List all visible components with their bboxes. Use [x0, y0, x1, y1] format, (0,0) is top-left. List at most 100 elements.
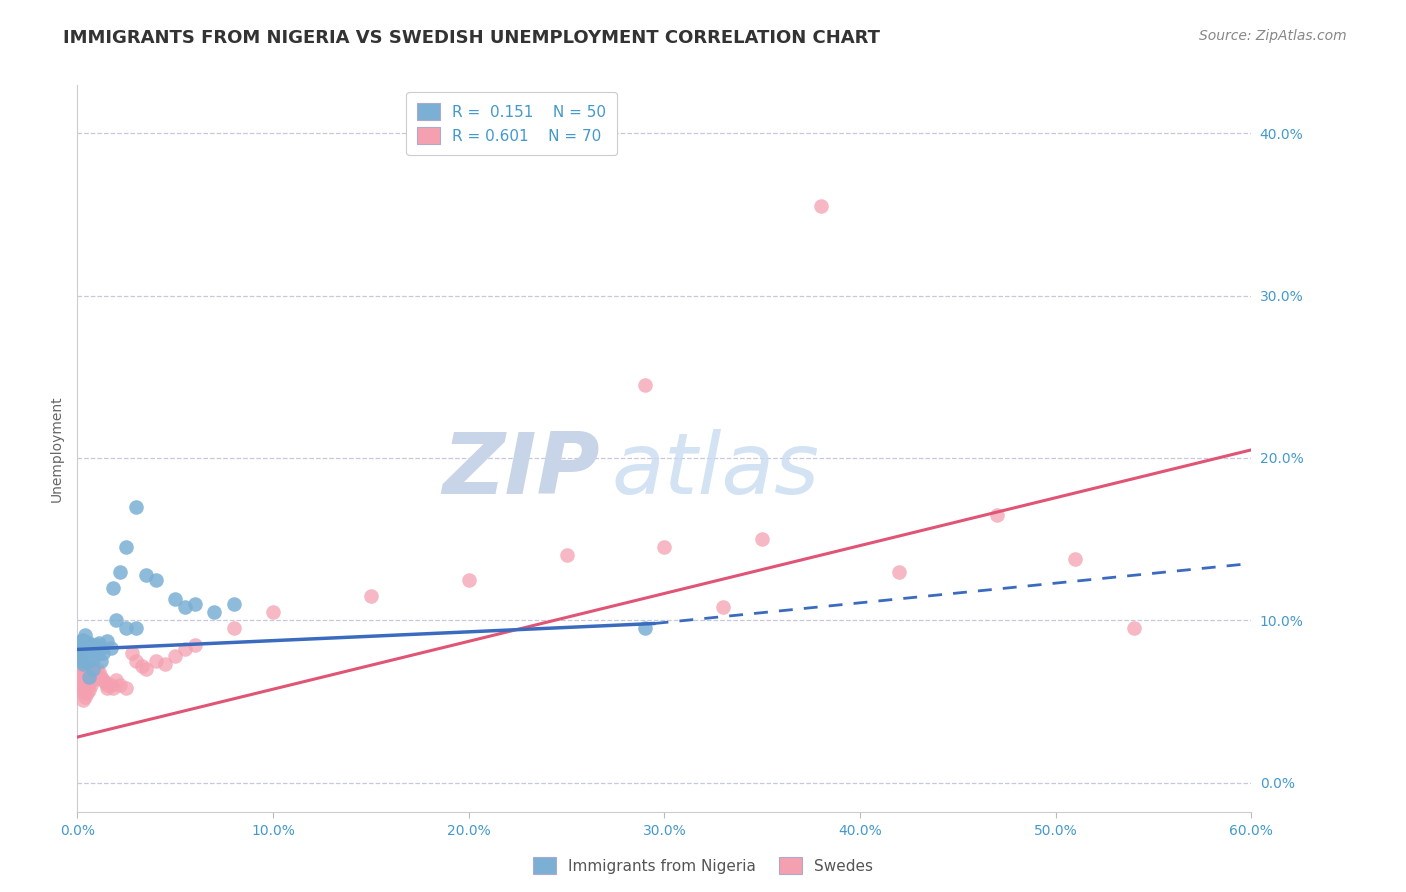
Point — [84, 642, 107, 657]
Point — [96, 634, 118, 648]
Point — [67, 638, 90, 652]
Point — [72, 648, 94, 663]
Point — [72, 692, 94, 706]
Point — [90, 640, 112, 655]
Point — [87, 636, 110, 650]
Text: IMMIGRANTS FROM NIGERIA VS SWEDISH UNEMPLOYMENT CORRELATION CHART: IMMIGRANTS FROM NIGERIA VS SWEDISH UNEMP… — [63, 29, 880, 46]
Point — [115, 540, 138, 554]
Point — [183, 638, 207, 652]
Point — [262, 605, 284, 619]
Point — [100, 640, 122, 655]
Point — [72, 639, 94, 653]
Point — [82, 662, 104, 676]
Point — [90, 654, 112, 668]
Point — [77, 668, 100, 682]
Point — [986, 508, 1008, 522]
Point — [75, 628, 97, 642]
Point — [1064, 551, 1087, 566]
Y-axis label: Unemployment: Unemployment — [51, 395, 65, 501]
Point — [155, 657, 177, 671]
Point — [72, 670, 94, 684]
Point — [77, 670, 100, 684]
Point — [70, 646, 93, 660]
Point — [1123, 621, 1146, 635]
Point — [72, 684, 94, 698]
Point — [76, 673, 98, 688]
Point — [125, 500, 148, 514]
Point — [75, 683, 97, 698]
Point — [711, 600, 734, 615]
Point — [67, 662, 90, 676]
Point — [67, 670, 90, 684]
Point — [125, 654, 148, 668]
Point — [72, 657, 94, 671]
Point — [145, 573, 167, 587]
Point — [76, 656, 98, 670]
Point — [84, 672, 107, 686]
Point — [121, 646, 143, 660]
Point — [80, 665, 103, 680]
Point — [634, 621, 657, 635]
Point — [72, 662, 94, 676]
Point — [84, 665, 107, 680]
Point — [72, 632, 94, 647]
Point — [135, 662, 157, 676]
Point — [86, 668, 108, 682]
Point — [77, 636, 100, 650]
Point — [77, 646, 100, 660]
Point — [76, 686, 98, 700]
Point — [75, 644, 97, 658]
Point — [145, 654, 167, 668]
Point — [96, 681, 118, 696]
Point — [82, 640, 104, 655]
Point — [72, 678, 94, 692]
Point — [70, 654, 93, 668]
Point — [76, 640, 98, 655]
Point — [70, 650, 93, 665]
Point — [222, 597, 245, 611]
Point — [110, 678, 132, 692]
Point — [91, 646, 114, 660]
Point — [80, 648, 103, 663]
Point — [70, 658, 93, 673]
Point — [70, 634, 93, 648]
Point — [125, 621, 148, 635]
Point — [77, 662, 100, 676]
Point — [131, 658, 153, 673]
Point — [165, 648, 187, 663]
Point — [75, 674, 97, 689]
Point — [360, 589, 382, 603]
Point — [634, 378, 657, 392]
Point — [183, 597, 207, 611]
Point — [67, 648, 90, 662]
Point — [75, 668, 97, 682]
Point — [80, 638, 103, 652]
Text: Source: ZipAtlas.com: Source: ZipAtlas.com — [1199, 29, 1347, 43]
Point — [86, 662, 108, 676]
Point — [70, 681, 93, 696]
Point — [82, 652, 104, 666]
Point — [135, 567, 157, 582]
Point — [67, 646, 90, 660]
Legend: R =  0.151    N = 50, R = 0.601    N = 70: R = 0.151 N = 50, R = 0.601 N = 70 — [406, 93, 617, 154]
Point — [810, 199, 832, 213]
Point — [70, 648, 93, 663]
Point — [105, 673, 128, 688]
Point — [67, 654, 90, 668]
Point — [70, 642, 93, 657]
Point — [86, 638, 108, 652]
Point — [77, 683, 100, 698]
Point — [70, 665, 93, 680]
Point — [75, 690, 97, 704]
Legend: Immigrants from Nigeria, Swedes: Immigrants from Nigeria, Swedes — [527, 851, 879, 880]
Point — [82, 668, 104, 682]
Point — [70, 673, 93, 688]
Point — [105, 613, 128, 627]
Point — [174, 642, 197, 657]
Point — [115, 621, 138, 635]
Point — [652, 540, 676, 554]
Point — [101, 681, 124, 696]
Point — [93, 674, 115, 689]
Point — [165, 592, 187, 607]
Point — [82, 662, 104, 676]
